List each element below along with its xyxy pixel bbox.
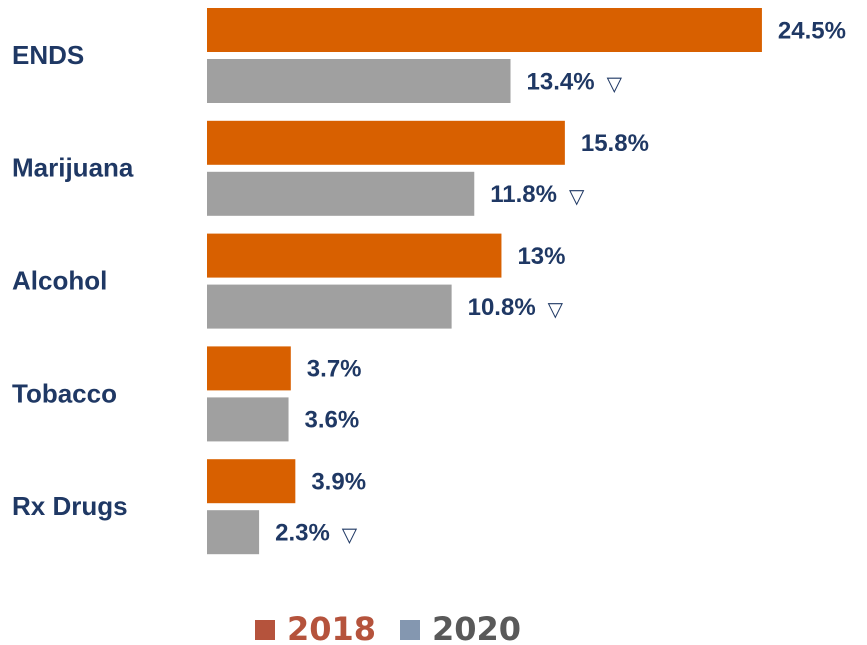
category-label: Rx Drugs: [12, 491, 128, 521]
value-label: 10.8%: [468, 294, 536, 321]
value-label: 3.6%: [305, 407, 360, 434]
category-label: ENDS: [12, 40, 84, 70]
category-label: Marijuana: [12, 153, 134, 183]
category-label: Tobacco: [12, 378, 117, 408]
legend-swatch: [400, 620, 420, 640]
bar: [207, 510, 260, 555]
bar: [207, 284, 452, 329]
bar: [207, 120, 565, 165]
bar: [207, 459, 296, 504]
legend-label: 2020: [432, 610, 521, 645]
bar: [207, 233, 502, 278]
legend-swatch: [255, 620, 275, 640]
value-label: 2.3%: [275, 520, 330, 547]
legend-label: 2018: [287, 610, 376, 645]
category-label: Alcohol: [12, 265, 107, 295]
value-label: 13.4%: [527, 68, 595, 95]
bar: [207, 171, 475, 216]
bar: [207, 397, 289, 442]
value-label: 24.5%: [778, 17, 846, 44]
bar: [207, 346, 291, 391]
value-label: 3.7%: [307, 356, 362, 383]
value-label: 11.8%: [490, 181, 557, 208]
annotation: ▽: [548, 299, 564, 321]
annotation: ▽: [607, 73, 623, 95]
value-label: 13%: [517, 243, 565, 270]
bar: [207, 8, 762, 52]
annotation: ▽: [569, 186, 585, 208]
value-label: 3.9%: [311, 469, 366, 496]
bar: [207, 59, 511, 103]
value-label: 15.8%: [581, 130, 649, 157]
annotation: ▽: [342, 524, 358, 546]
